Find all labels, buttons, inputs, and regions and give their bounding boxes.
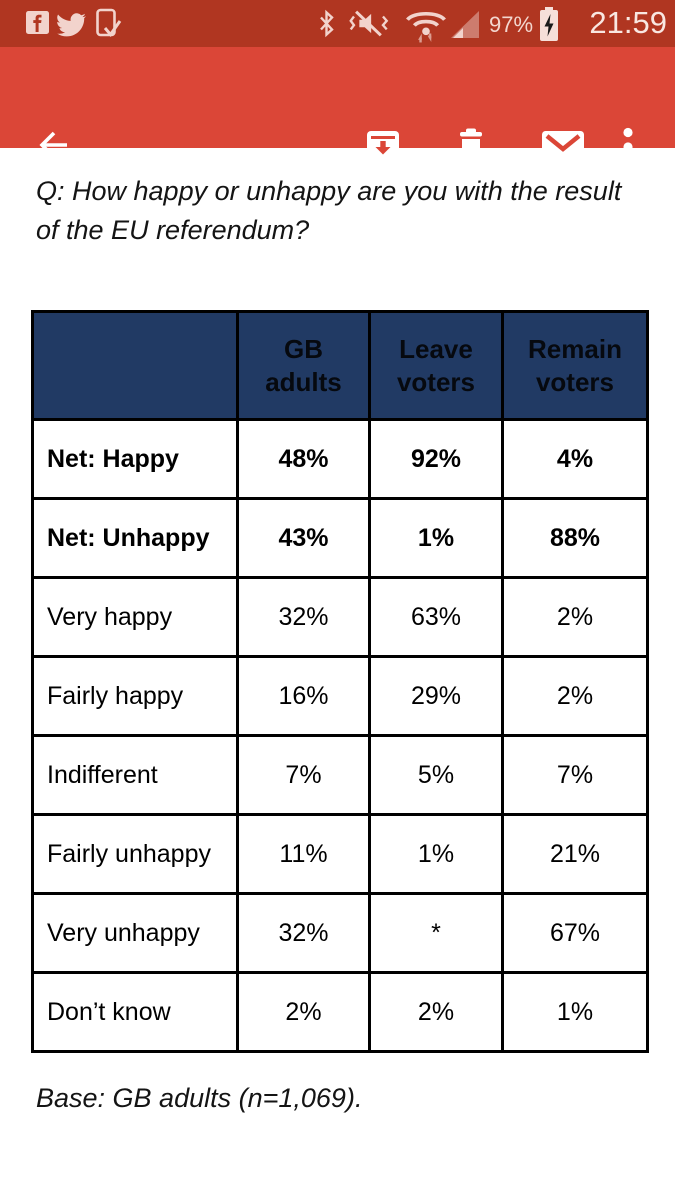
- status-bar: 97% 21:59: [0, 0, 675, 47]
- cell-value: 63%: [368, 576, 504, 658]
- poll-results-table: GB adults Leave voters Remain voters Net…: [31, 310, 649, 1053]
- row-label: Very unhappy: [31, 892, 239, 974]
- cell-value: 88%: [501, 497, 649, 579]
- app-toolbar: [0, 47, 675, 167]
- mark-unread-button[interactable]: [542, 131, 584, 163]
- cell-value: 5%: [368, 734, 504, 816]
- table-row: Indifferent 7% 5% 7%: [31, 734, 649, 816]
- back-arrow-icon: [32, 125, 72, 165]
- table-row: Very unhappy 32% * 67%: [31, 892, 649, 974]
- header-remain-voters: Remain voters: [501, 310, 649, 421]
- row-label: Don’t know: [31, 971, 239, 1053]
- cell-value: 1%: [368, 497, 504, 579]
- row-label: Very happy: [31, 576, 239, 658]
- cell-value: 21%: [501, 813, 649, 895]
- table-row: Net: Unhappy 43% 1% 88%: [31, 497, 649, 579]
- cell-value: 1%: [501, 971, 649, 1053]
- archive-icon: [364, 127, 402, 165]
- header-leave-voters: Leave voters: [368, 310, 504, 421]
- table-row: Fairly happy 16% 29% 2%: [31, 655, 649, 737]
- cell-value: 2%: [368, 971, 504, 1053]
- cell-value: 2%: [501, 655, 649, 737]
- cell-value: 32%: [236, 576, 371, 658]
- cell-value: 16%: [236, 655, 371, 737]
- table-row: Fairly unhappy 11% 1% 21%: [31, 813, 649, 895]
- archive-button[interactable]: [364, 127, 402, 165]
- cell-value: 48%: [236, 418, 371, 500]
- row-label: Net: Happy: [31, 418, 239, 500]
- cell-value: 7%: [236, 734, 371, 816]
- vibrate-mute-icon: [343, 9, 395, 43]
- header-blank: [31, 310, 239, 421]
- cell-value: 2%: [501, 576, 649, 658]
- cell-value: 29%: [368, 655, 504, 737]
- twitter-icon: [56, 13, 86, 43]
- cell-value: 1%: [368, 813, 504, 895]
- delete-button[interactable]: [454, 127, 488, 165]
- poll-question: Q: How happy or unhappy are you with the…: [36, 176, 622, 245]
- cell-value: 92%: [368, 418, 504, 500]
- overflow-menu-button[interactable]: [622, 127, 634, 167]
- cell-value: 7%: [501, 734, 649, 816]
- facebook-icon: [26, 11, 49, 39]
- phone-check-icon: [95, 8, 123, 45]
- trash-icon: [454, 127, 488, 165]
- cell-value: 2%: [236, 971, 371, 1053]
- base-note: Base: GB adults (n=1,069).: [36, 1083, 363, 1113]
- cell-value: 11%: [236, 813, 371, 895]
- more-vert-icon: [622, 127, 634, 167]
- wifi-icon: [404, 7, 448, 48]
- envelope-icon: [542, 131, 584, 163]
- cell-signal-icon: [450, 10, 480, 44]
- bluetooth-icon: [317, 9, 336, 43]
- row-label: Net: Unhappy: [31, 497, 239, 579]
- cell-value: *: [368, 892, 504, 974]
- header-gb-adults: GB adults: [236, 310, 371, 421]
- clock: 21:59: [589, 5, 667, 40]
- back-button[interactable]: [32, 125, 72, 165]
- row-label: Fairly unhappy: [31, 813, 239, 895]
- cell-value: 32%: [236, 892, 371, 974]
- table-header-row: GB adults Leave voters Remain voters: [31, 310, 649, 421]
- table-row: Very happy 32% 63% 2%: [31, 576, 649, 658]
- row-label: Fairly happy: [31, 655, 239, 737]
- table-row: Don’t know 2% 2% 1%: [31, 971, 649, 1053]
- battery-percent: 97%: [489, 12, 534, 37]
- cell-value: 43%: [236, 497, 371, 579]
- cell-value: 4%: [501, 418, 649, 500]
- cell-value: 67%: [501, 892, 649, 974]
- battery-charging-icon: [537, 5, 561, 48]
- row-label: Indifferent: [31, 734, 239, 816]
- table-row: Net: Happy 48% 92% 4%: [31, 418, 649, 500]
